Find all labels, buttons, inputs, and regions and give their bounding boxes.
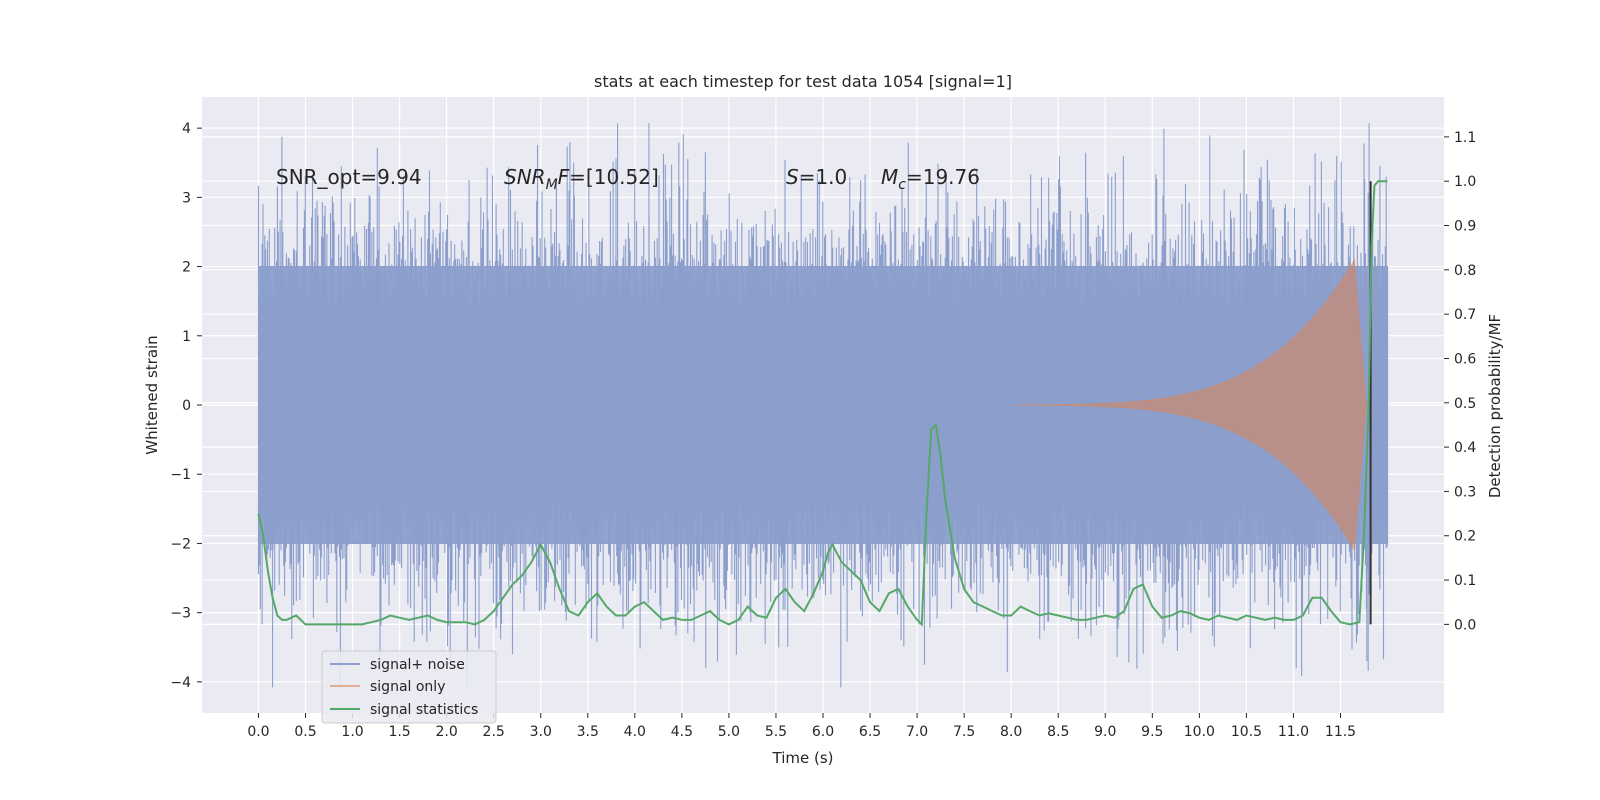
- legend: signal+ noise signal only signal statist…: [321, 650, 497, 724]
- x-tick-label: 0.5: [294, 724, 316, 740]
- y-left-tick-label: 2: [182, 260, 191, 276]
- y-right-tick-label: 0.2: [1454, 529, 1476, 545]
- y-right-tick-label: 0.8: [1454, 263, 1476, 279]
- x-tick-label: 5.5: [765, 724, 787, 740]
- x-tick-label: 8.5: [1047, 724, 1069, 740]
- series-signal-only: [1011, 258, 1369, 552]
- y-left-tick-label: 1: [182, 329, 191, 345]
- y-left-tick-label: 4: [182, 121, 191, 137]
- annotations: SNR_opt=9.94 SNRMF=[10.52] S=1.0 Mc=19.7…: [276, 165, 980, 193]
- y-right-tick-label: 0.5: [1454, 396, 1476, 412]
- x-tick-label: 9.5: [1141, 724, 1163, 740]
- x-tick-label: 5.0: [718, 724, 740, 740]
- y-right-tick-label: 0.7: [1454, 307, 1476, 323]
- x-tick-label: 4.5: [671, 724, 693, 740]
- legend-box: [321, 650, 497, 724]
- x-tick-label: 6.5: [859, 724, 881, 740]
- legend-label-signal-only: signal only: [370, 679, 445, 695]
- x-tick-label: 3.5: [577, 724, 599, 740]
- x-tick-label: 1.5: [388, 724, 410, 740]
- x-tick-label: 11.5: [1325, 724, 1356, 740]
- y-right-tick-label: 0.3: [1454, 484, 1476, 500]
- x-axis-ticks: 0.0 0.5 1.0 1.5 2.0 2.5 3.0 3.5 4.0 4.5 5.0 5.5 6.0 6…: [247, 713, 1356, 740]
- y-left-tick-label: −4: [170, 675, 191, 691]
- x-tick-label: 10.5: [1231, 724, 1262, 740]
- annotation-mc: Mc=19.76: [881, 165, 980, 193]
- legend-label-signal-noise: signal+ noise: [370, 657, 465, 673]
- x-axis-label: Time (s): [772, 749, 834, 767]
- y-left-tick-label: −2: [170, 536, 191, 552]
- y-right-tick-label: 0.0: [1454, 617, 1476, 633]
- y-left-tick-label: 0: [182, 398, 191, 414]
- y-left-axis-label: Whitened strain: [143, 335, 161, 454]
- y-left-tick-label: 3: [182, 190, 191, 206]
- y-right-axis-ticks: 1.1 1.0 0.9 0.8 0.7 0.6 0.5 0.4 0.3 0.2 0.1 0.0: [1444, 130, 1476, 633]
- x-tick-label: 6.0: [812, 724, 834, 740]
- x-tick-label: 7.0: [906, 724, 928, 740]
- x-tick-label: 9.0: [1094, 724, 1116, 740]
- x-tick-label: 3.0: [530, 724, 552, 740]
- x-tick-label: 2.0: [436, 724, 458, 740]
- y-right-axis-label: Detection probability/MF: [1486, 314, 1504, 498]
- annotation-snr-mf: SNRMF=[10.52]: [504, 165, 659, 193]
- legend-label-signal-statistics: signal statistics: [370, 702, 478, 718]
- y-left-axis-ticks: 4 3 2 1 0 −1 −2 −3 −4: [170, 121, 202, 691]
- y-right-tick-label: 0.9: [1454, 219, 1476, 235]
- y-left-tick-label: −1: [170, 467, 191, 483]
- x-tick-label: 8.0: [1000, 724, 1022, 740]
- x-tick-label: 10.0: [1184, 724, 1215, 740]
- annotation-snr-opt: SNR_opt=9.94: [276, 165, 422, 189]
- chart-title: stats at each timestep for test data 105…: [594, 72, 1012, 91]
- x-tick-label: 4.0: [624, 724, 646, 740]
- x-tick-label: 1.0: [341, 724, 363, 740]
- x-tick-label: 11.0: [1278, 724, 1309, 740]
- y-right-tick-label: 0.4: [1454, 440, 1476, 456]
- series-signal-statistics: [257, 180, 1388, 627]
- y-right-tick-label: 0.1: [1454, 573, 1476, 589]
- y-right-tick-label: 0.6: [1454, 351, 1476, 367]
- x-tick-label: 2.5: [483, 724, 505, 740]
- y-right-tick-label: 1.1: [1454, 130, 1476, 146]
- y-left-tick-label: −3: [170, 606, 191, 622]
- y-right-tick-label: 1.0: [1454, 174, 1476, 190]
- x-tick-label: 0.0: [247, 724, 269, 740]
- x-tick-label: 7.5: [953, 724, 975, 740]
- annotation-s: S=1.0: [786, 165, 847, 189]
